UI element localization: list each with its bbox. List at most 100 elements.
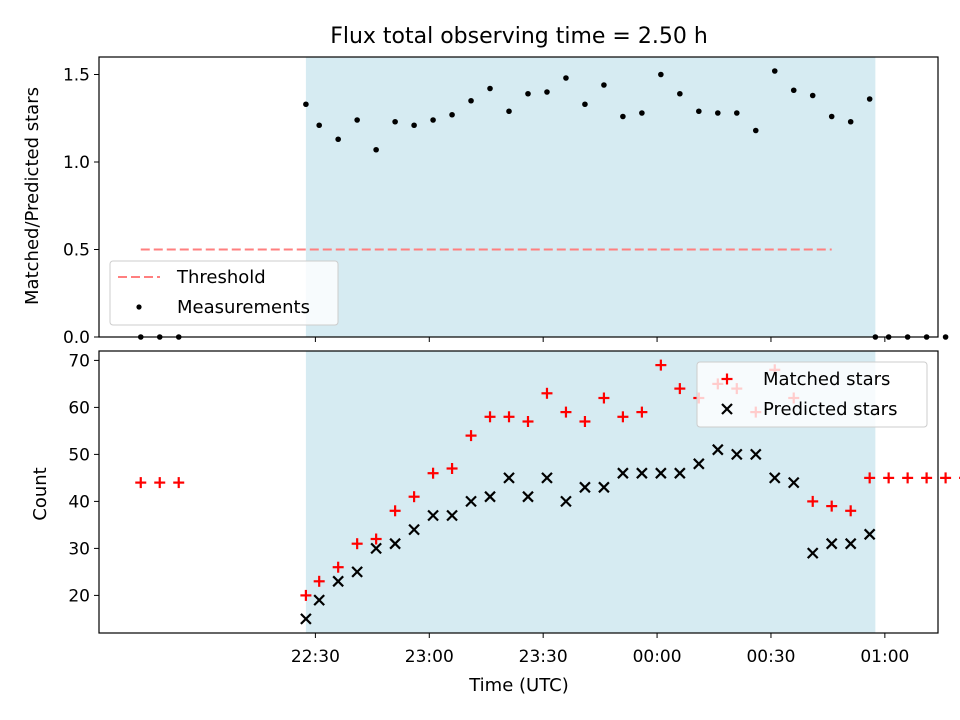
legend-measurements-swatch <box>136 304 142 310</box>
measurement-point <box>303 101 309 108</box>
legend-predicted-swatch <box>721 403 733 415</box>
measurement-point <box>733 110 740 116</box>
x-axis-label: Time (UTC) <box>468 675 569 696</box>
x-marker-b <box>541 472 553 484</box>
predicted-star-point <box>313 594 325 606</box>
matched-star-point <box>674 383 686 395</box>
x-marker-b <box>844 537 857 550</box>
x-marker-b <box>332 575 344 588</box>
measurement-point <box>696 108 702 115</box>
x-marker-b <box>636 467 648 479</box>
x-tick-label: 00:00 <box>633 647 682 667</box>
predicted-star-point <box>674 467 686 479</box>
legend-predicted-marker <box>721 403 733 415</box>
x-marker-b <box>427 509 439 522</box>
x-marker-b <box>389 537 401 550</box>
x-tick-label: 22:30 <box>291 647 340 667</box>
measurement-point <box>335 136 341 143</box>
measurement-point <box>639 110 645 116</box>
legend-measurements-label: Measurements <box>177 297 310 318</box>
x-marker-b <box>863 528 876 541</box>
predicted-star-point <box>503 472 515 484</box>
bottom-legend: Matched stars Predicted stars <box>696 361 928 428</box>
matched-star-point <box>135 477 147 489</box>
x-marker-b <box>655 467 667 479</box>
top-y-tick-label: 0.5 <box>63 241 90 261</box>
predicted-star-point <box>806 547 819 559</box>
predicted-star-point <box>579 481 591 494</box>
bottom-legend-box <box>696 361 928 428</box>
x-marker-b <box>313 594 325 606</box>
observing-window-top <box>305 57 876 337</box>
bottom-y-tick-label: 60 <box>68 398 90 418</box>
measurement-point <box>392 118 398 125</box>
x-marker-b <box>787 476 800 489</box>
x-marker-b <box>465 495 477 508</box>
x-marker-b <box>484 490 496 503</box>
matched-star-point <box>940 472 952 484</box>
predicted-stars-series <box>300 443 876 625</box>
predicted-star-point <box>484 490 496 503</box>
top-axes-frame <box>98 56 939 338</box>
measurement-point <box>563 75 569 81</box>
top-legend-box <box>109 260 339 326</box>
legend-predicted-label: Predicted stars <box>763 399 897 420</box>
matched-star-point <box>446 463 458 474</box>
measurement-point <box>354 117 360 123</box>
top-panel: 0.0 0.5 1.0 1.5 Matched/Predicted stars Thr… <box>22 56 949 348</box>
measurement-point <box>809 92 816 99</box>
x-marker-b <box>731 448 743 461</box>
matched-star-point <box>655 359 667 371</box>
matched-star-point <box>332 561 344 573</box>
measurement-point <box>506 108 512 115</box>
legend-matched-marker <box>721 373 733 385</box>
x-tick-label: 00:30 <box>746 647 795 667</box>
matched-star-point <box>902 472 914 484</box>
measurement-point <box>373 146 379 153</box>
top-x-axis-ticks <box>314 337 886 342</box>
predicted-star-point <box>370 542 382 555</box>
bottom-y-tick-label: 50 <box>68 445 90 465</box>
matched-star-point <box>617 411 629 423</box>
top-legend: Threshold Measurements <box>109 260 339 326</box>
predicted-star-point <box>863 528 876 541</box>
bottom-panel: 20 30 40 50 60 70 22:30 23:00 23:30 00:00 00:30 01… <box>30 350 960 696</box>
measurement-point <box>525 90 531 97</box>
measurement-point <box>828 113 835 120</box>
bottom-y-axis-label: Count <box>30 467 51 520</box>
x-marker-b <box>300 613 312 625</box>
matched-star-point <box>883 472 895 484</box>
predicted-star-point <box>768 472 781 484</box>
matched-star-point <box>541 387 553 399</box>
bottom-y-tick-label: 40 <box>68 492 90 512</box>
matched-star-point <box>522 416 534 427</box>
predicted-star-point <box>446 509 458 522</box>
matched-star-point <box>484 411 496 423</box>
predicted-star-point <box>522 490 534 503</box>
top-y-tick-label: 1.5 <box>63 66 90 86</box>
bottom-y-tick-label: 30 <box>68 539 90 559</box>
predicted-star-point <box>560 495 572 508</box>
predicted-star-point <box>465 495 477 508</box>
predicted-star-point <box>844 537 857 550</box>
x-marker-b <box>825 537 838 550</box>
predicted-star-point <box>427 509 439 522</box>
bottom-y-axis: 20 30 40 50 60 70 <box>68 351 99 606</box>
x-marker-b <box>579 481 591 494</box>
bottom-axes-frame <box>98 350 939 634</box>
top-y-tick-label: 1.0 <box>63 153 90 173</box>
matched-star-point <box>807 495 819 507</box>
measurement-point <box>677 90 683 97</box>
matched-star-point <box>313 575 325 587</box>
predicted-star-point <box>712 443 724 456</box>
matched-star-point <box>351 538 363 550</box>
predicted-star-point <box>693 458 705 470</box>
measurement-point <box>487 85 493 92</box>
x-marker-b <box>351 566 363 578</box>
x-marker-b <box>560 495 572 508</box>
x-marker-b <box>768 472 781 484</box>
top-y-tick-label: 0.0 <box>63 328 90 348</box>
matched-star-point <box>408 491 420 503</box>
